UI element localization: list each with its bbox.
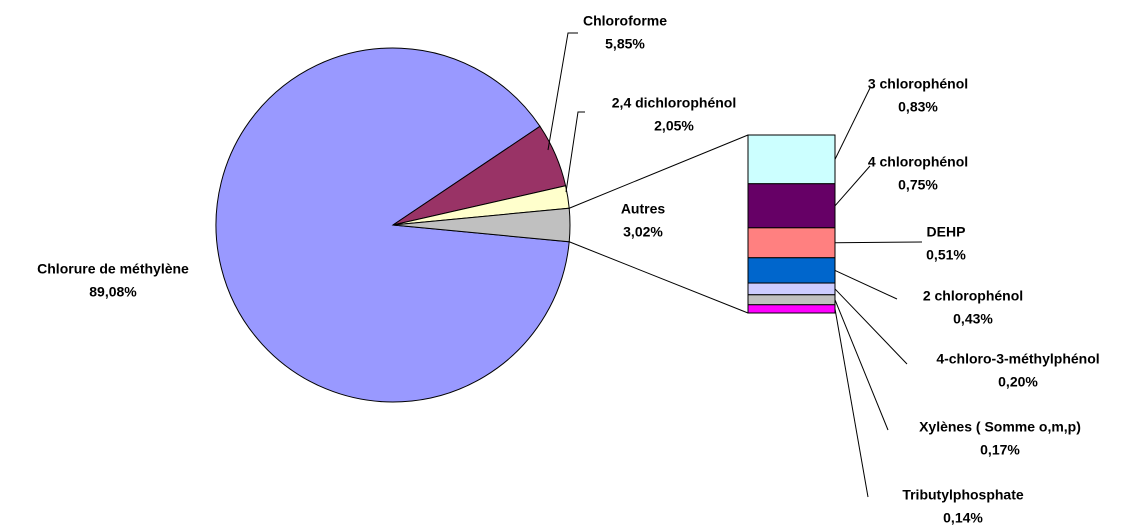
pie-slice: [392, 207, 571, 243]
bar-label: Tributylphosphate: [902, 487, 1024, 503]
bar-segment: [747, 282, 836, 296]
slice-label: Autres: [621, 201, 666, 217]
bar-label: 2 chlorophénol: [923, 288, 1023, 304]
bar-label: 4 chlorophénol: [868, 154, 968, 170]
bar-label: DEHP: [927, 224, 966, 240]
bar-label: 3 chlorophénol: [868, 76, 968, 92]
bar-value-label: 0,75%: [898, 177, 938, 193]
bar-label: Xylènes ( Somme o,m,p): [919, 419, 1081, 435]
pie-slice: [215, 47, 570, 403]
leader-line: [834, 165, 871, 207]
bar-segment: [747, 304, 836, 314]
bar-label: 4-chloro-3-méthylphénol: [936, 351, 1099, 367]
bar-segment: [747, 134, 836, 185]
leader-line: [834, 269, 898, 300]
bar-value-label: 0,51%: [926, 247, 966, 263]
leader-line: [834, 241, 923, 244]
leader-line: [834, 87, 871, 160]
leader-line: [834, 299, 889, 431]
slice-value-label: 2,05%: [654, 118, 694, 134]
slice-value-label: 5,85%: [605, 36, 645, 52]
connector: [569, 134, 749, 209]
bar-segment: [747, 227, 836, 259]
bar-segment: [747, 294, 836, 306]
leader-line: [565, 111, 585, 193]
bar-segment: [747, 183, 836, 229]
slice-label: 2,4 dichlorophénol: [612, 95, 736, 111]
bar-value-label: 0,83%: [898, 99, 938, 115]
connector: [569, 241, 749, 314]
bar-value-label: 0,43%: [953, 311, 993, 327]
bar-segment: [747, 257, 836, 284]
leader-line: [834, 308, 869, 498]
slice-label: Chlorure de méthylène: [37, 261, 189, 277]
leader-line: [834, 288, 908, 365]
leader-line: [547, 32, 578, 151]
bar-value-label: 0,14%: [943, 510, 983, 526]
bar-value-label: 0,20%: [998, 374, 1038, 390]
bar-value-label: 0,17%: [980, 442, 1020, 458]
slice-value-label: 89,08%: [89, 284, 137, 300]
slice-value-label: 3,02%: [623, 224, 663, 240]
slice-label: Chloroforme: [583, 13, 667, 29]
